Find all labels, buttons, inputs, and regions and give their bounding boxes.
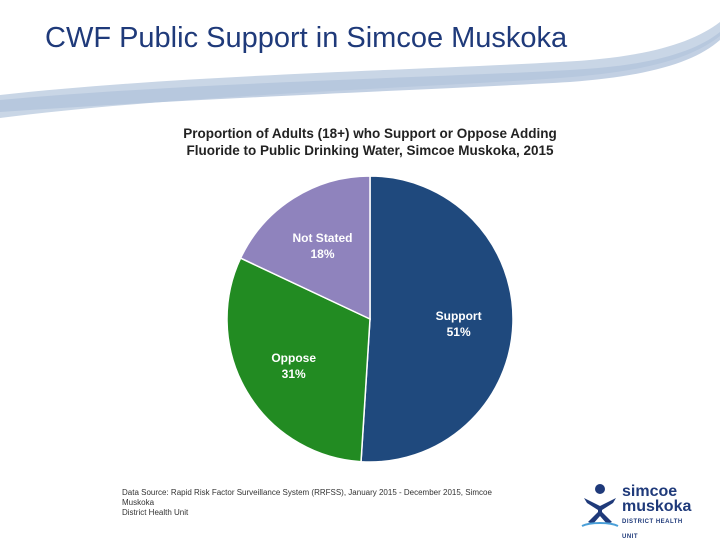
chart-title-line-2: Fluoride to Public Drinking Water, Simco… [186, 143, 554, 158]
data-source-line-1: Data Source: Rapid Risk Factor Surveilla… [122, 488, 492, 507]
pie-slice-support [360, 175, 514, 463]
slice-value-not-stated: 18% [310, 247, 334, 261]
logo-figure-icon [581, 484, 619, 527]
pie-slice-not-stated [239, 175, 371, 321]
header-swoosh [0, 22, 720, 118]
logo-line-1: simcoe [622, 483, 678, 500]
data-source-note: Data Source: Rapid Risk Factor Surveilla… [122, 488, 522, 518]
logo-line-3: DISTRICT HEALTH UNIT [622, 519, 683, 540]
logo-text: simcoe muskoka DISTRICT HEALTH UNIT [622, 484, 700, 545]
chart-title-line-1: Proportion of Adults (18+) who Support o… [183, 126, 557, 141]
slice-value-support: 51% [447, 325, 471, 339]
logo-line-2: muskoka [622, 498, 692, 515]
slice-label-oppose: Oppose [271, 351, 316, 365]
slice-value-oppose: 31% [282, 367, 306, 381]
slice-label-support: Support [436, 309, 482, 323]
data-source-line-2: District Health Unit [122, 508, 189, 517]
simcoe-muskoka-logo: simcoe muskoka DISTRICT HEALTH UNIT [580, 482, 700, 540]
slide-title: CWF Public Support in Simcoe Muskoka [45, 22, 568, 54]
slice-label-not-stated: Not Stated [292, 231, 352, 245]
pie-slice-oppose [226, 257, 371, 463]
chart-title: Proportion of Adults (18+) who Support o… [150, 125, 590, 159]
